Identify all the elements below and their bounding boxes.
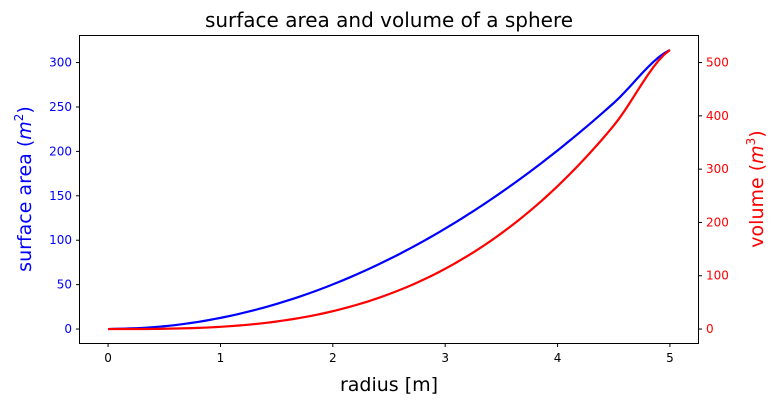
right-axis-label-var: m (746, 145, 768, 164)
left-axis-label-end: ) (14, 106, 36, 113)
left-axis-label-sup: 2 (12, 114, 26, 122)
left-axis-label-main: surface area ( (14, 140, 36, 272)
left-tick-label: 300 (49, 56, 72, 70)
right-axis-label: volume (m3) (744, 130, 768, 247)
x-tick-label: 0 (104, 351, 112, 365)
left-tick-label: 0 (64, 322, 72, 336)
x-tick-label: 5 (666, 351, 674, 365)
right-axis-label-sup: 3 (744, 138, 758, 146)
left-tick-label: 200 (49, 144, 72, 158)
right-tick-label: 400 (706, 109, 729, 123)
volume-line (108, 49, 671, 331)
left-tick-label: 150 (49, 189, 72, 203)
right-tick-label: 200 (706, 215, 729, 229)
series-layer (108, 49, 671, 331)
x-tick-label: 2 (329, 351, 337, 365)
right-tick-label: 500 (706, 56, 729, 70)
right-tick-label: 0 (706, 322, 714, 336)
x-tick-label: 4 (554, 351, 562, 365)
left-axis-ticks: 0 50 100 150 200 250 300 (49, 56, 80, 336)
right-axis-label-main: volume ( (746, 164, 768, 248)
right-tick-label: 100 (706, 269, 729, 283)
surface-area-line (108, 49, 671, 331)
right-tick-label: 300 (706, 162, 729, 176)
x-tick-label: 3 (441, 351, 449, 365)
left-axis-label: surface area (m2) (12, 106, 36, 272)
right-axis-label-end: ) (746, 130, 768, 137)
right-axis-ticks: 0 100 200 300 400 500 (698, 56, 729, 336)
left-tick-label: 250 (49, 100, 72, 114)
left-tick-label: 50 (57, 278, 72, 292)
x-axis-label: radius [m] (340, 374, 438, 396)
left-axis-label-var: m (14, 121, 36, 140)
plot-frame (79, 35, 699, 344)
chart-title: surface area and volume of a sphere (205, 8, 573, 32)
left-tick-label: 100 (49, 233, 72, 247)
x-tick-label: 1 (217, 351, 225, 365)
x-axis-ticks: 0 1 2 3 4 5 (104, 343, 674, 365)
